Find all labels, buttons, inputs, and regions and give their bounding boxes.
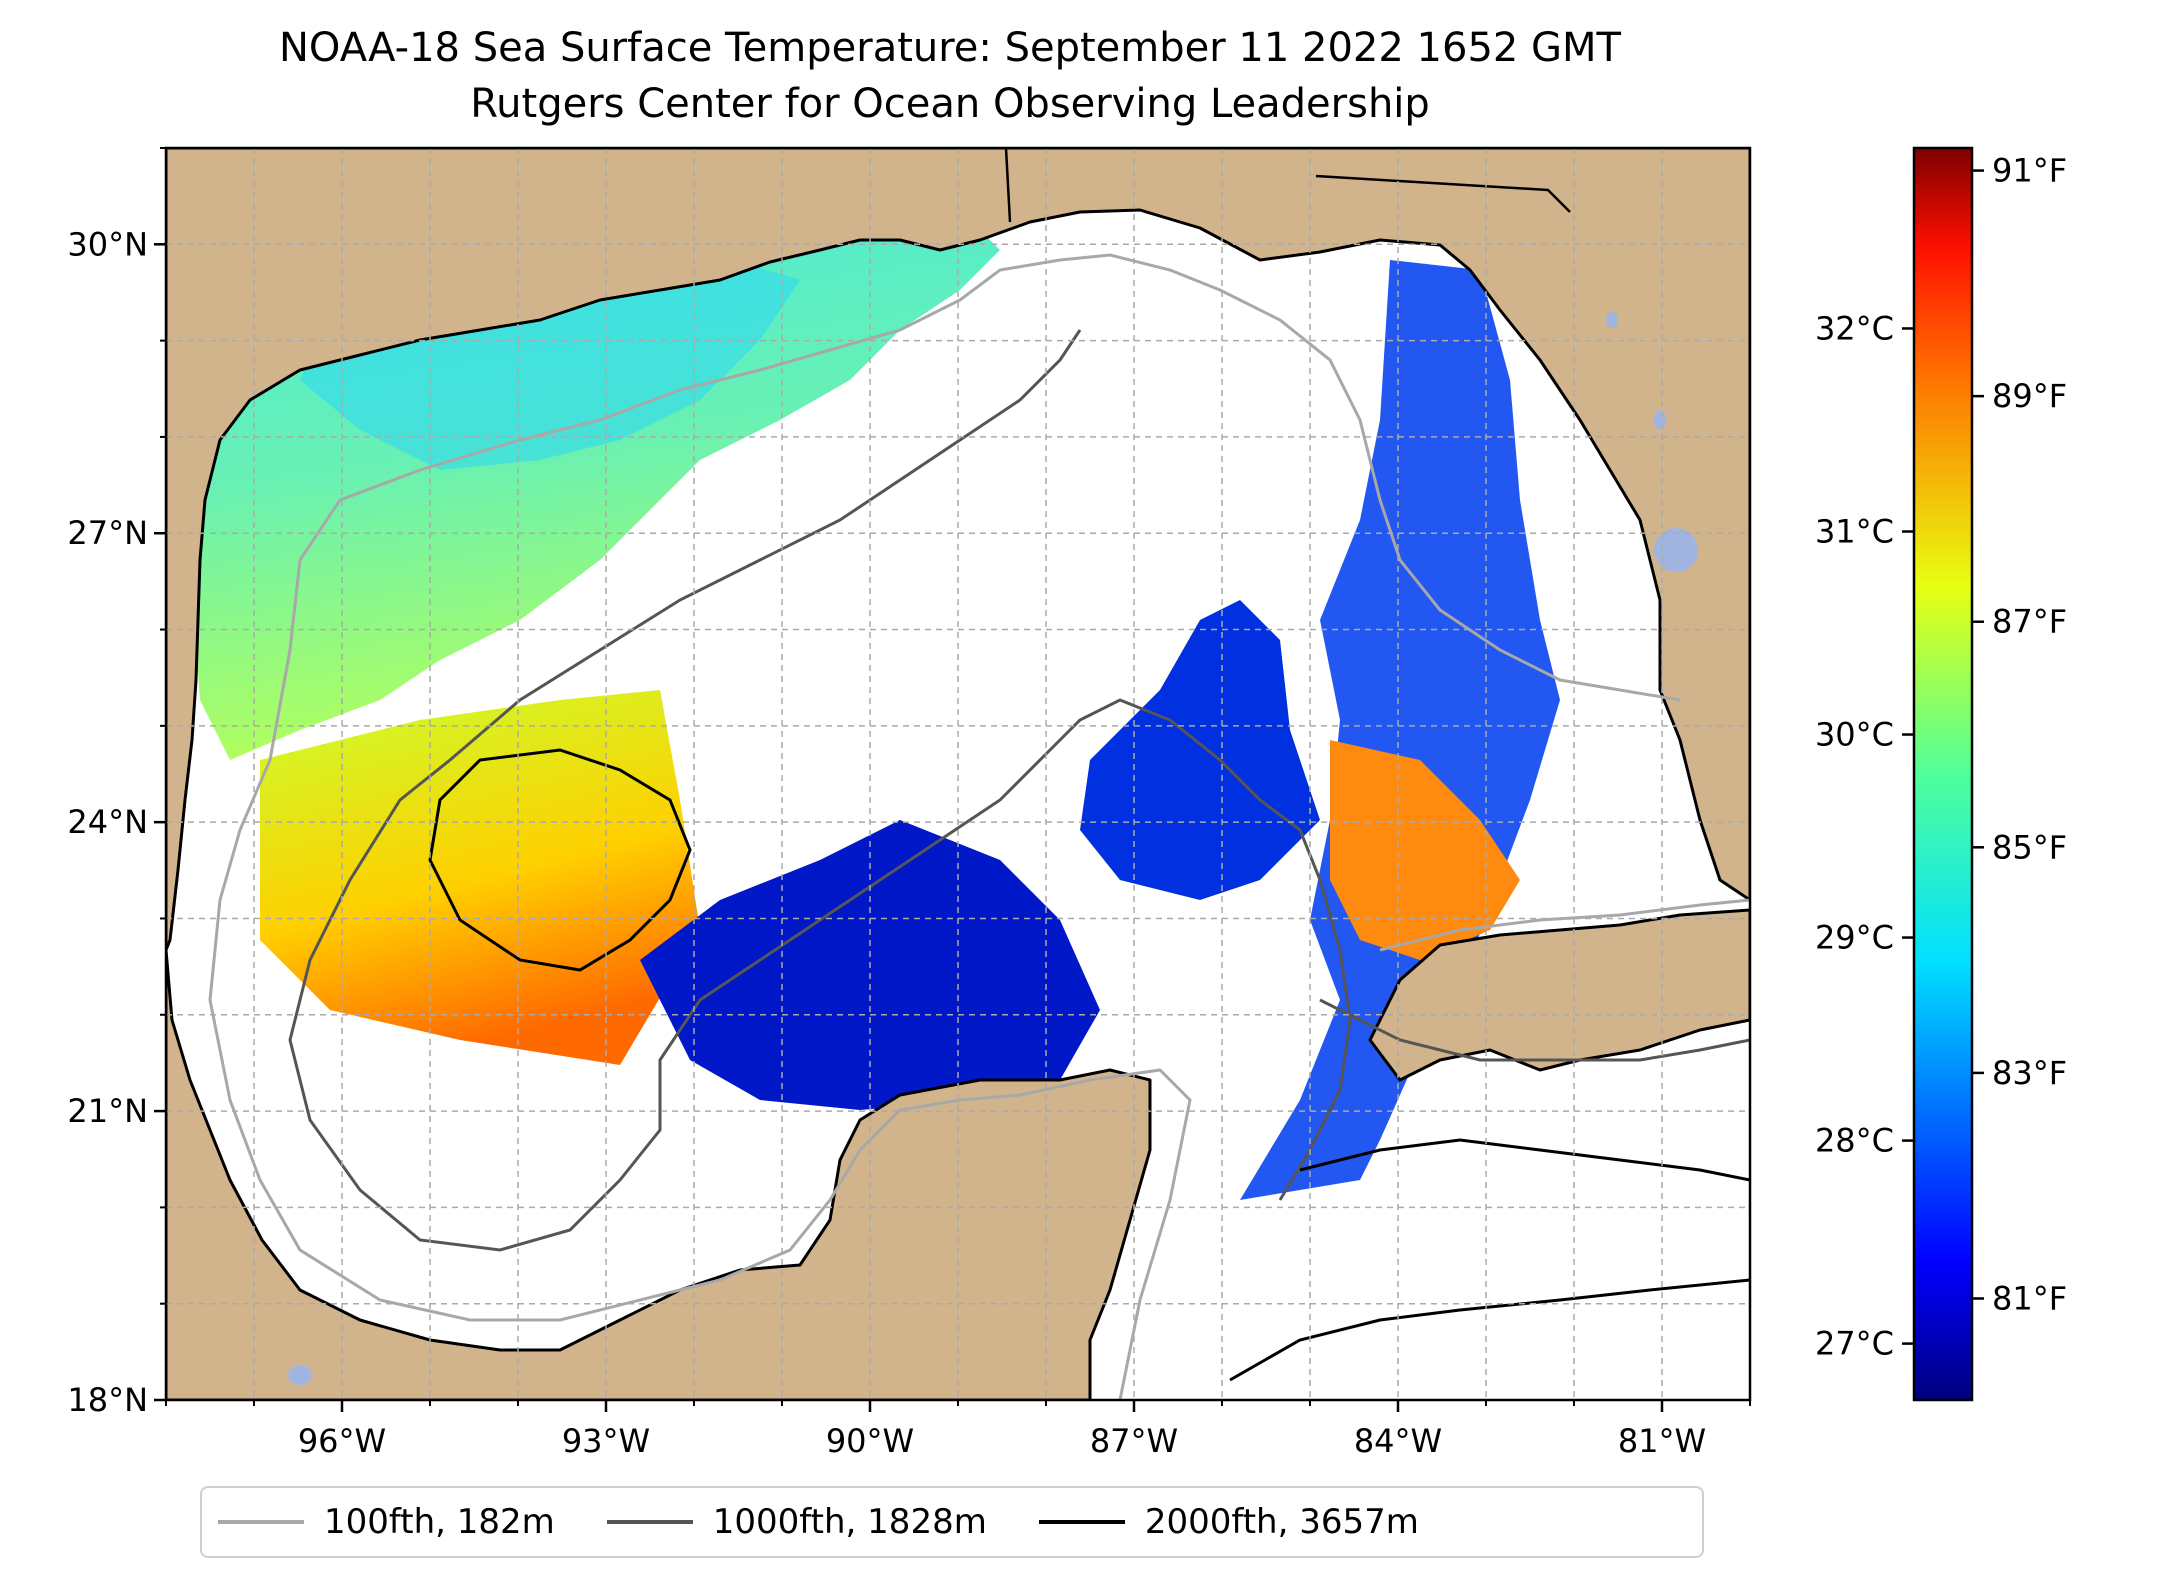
chart-title: NOAA-18 Sea Surface Temperature: Septemb…: [279, 25, 1621, 71]
state-borders: [1004, 148, 1571, 223]
colorbar-gradient: [1914, 148, 1972, 1400]
contour-100fth: [208, 253, 1750, 1400]
contour-2000fth: [428, 748, 1750, 1382]
colorbar-fahrenheit-axis: 81°F 83°F 85°F 87°F 89°F 91°F: [1972, 152, 2067, 1317]
sst-swath-east-blue: [1080, 600, 1320, 900]
sst-swath-south-warm: [260, 690, 700, 1065]
colorbar-c-tick-label: 29°C: [1815, 919, 1894, 957]
lon-tick-label: 93°W: [562, 1422, 650, 1460]
bathymetry-contours: [208, 253, 1750, 1400]
lon-tick-label: 81°W: [1618, 1422, 1706, 1460]
contour-1000fth: [288, 329, 1750, 1252]
colorbar-f-tick-label: 87°F: [1992, 603, 2067, 641]
legend-item-1000fth: 1000fth, 1828m: [606, 1502, 987, 1542]
colorbar-f-tick-label: 81°F: [1992, 1279, 2067, 1317]
colorbar-c-tick-label: 28°C: [1815, 1122, 1894, 1160]
colorbar-frame: [1912, 146, 1974, 1402]
legend-swatch: [1038, 1520, 1125, 1524]
lon-tick-label: 90°W: [826, 1422, 914, 1460]
legend-label: 100fth, 182m: [324, 1502, 555, 1542]
lat-tick-label: 30°N: [67, 225, 148, 263]
lat-axis: 18°N 21°N 24°N 27°N 30°N: [67, 147, 166, 1419]
lon-tick-label: 87°W: [1090, 1422, 1178, 1460]
lon-axis: 96°W 93°W 90°W 87°W 84°W 81°W: [165, 1400, 1751, 1460]
land-mexico: [166, 948, 1152, 1400]
lakes-layer: [288, 312, 1698, 1385]
colorbar-c-tick-label: 31°C: [1815, 512, 1894, 550]
lake-small-1: [1654, 410, 1666, 430]
chart-subtitle: Rutgers Center for Ocean Observing Leade…: [470, 81, 1430, 127]
lake-small-2: [1606, 312, 1618, 328]
lake-small-3: [288, 1365, 312, 1385]
sst-swath-east-strip: [1240, 260, 1560, 1200]
legend-swatch: [606, 1520, 693, 1524]
lat-tick-label: 21°N: [67, 1092, 148, 1130]
lake-okeechobee: [1654, 528, 1698, 572]
colorbar-c-tick-label: 27°C: [1815, 1325, 1894, 1363]
colorbar-f-tick-label: 83°F: [1992, 1054, 2067, 1092]
land-layer: [166, 148, 1750, 1400]
legend-label: 1000fth, 1828m: [712, 1502, 987, 1542]
colorbar-celsius-axis: 27°C 28°C 29°C 30°C 31°C 32°C: [1815, 309, 1914, 1363]
legend-item-2000fth: 2000fth, 3657m: [1038, 1502, 1419, 1542]
legend: 100fth, 182m 1000fth, 1828m 2000fth, 365…: [200, 1486, 1704, 1558]
lat-tick-label: 27°N: [67, 514, 148, 552]
colorbar-c-tick-label: 30°C: [1815, 716, 1894, 754]
colorbar-f-tick-label: 85°F: [1992, 828, 2067, 866]
lon-tick-label: 96°W: [298, 1422, 386, 1460]
legend-label: 2000fth, 3657m: [1144, 1502, 1419, 1542]
gridlines: [166, 148, 1750, 1400]
map-plot-area: [166, 148, 1750, 1400]
legend-swatch: [218, 1520, 304, 1524]
lon-tick-label: 84°W: [1354, 1422, 1442, 1460]
colorbar-c-tick-label: 32°C: [1815, 309, 1894, 347]
lat-tick-label: 24°N: [67, 803, 148, 841]
land-cuba: [1368, 908, 1750, 1082]
colorbar-f-tick-label: 91°F: [1992, 152, 2067, 190]
legend-item-100fth: 100fth, 182m: [218, 1502, 555, 1542]
colorbar-f-tick-label: 89°F: [1992, 377, 2067, 415]
sst-swath-florida-warm: [1330, 740, 1520, 960]
lat-tick-label: 18°N: [67, 1381, 148, 1419]
